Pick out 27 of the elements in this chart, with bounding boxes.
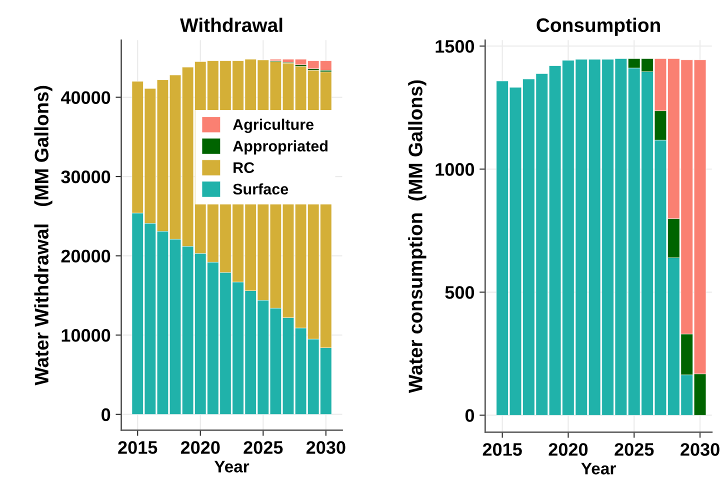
x-axis-title: Year — [581, 462, 616, 474]
y-tick-label: 500 — [445, 286, 474, 299]
legend-label: Appropriated — [232, 140, 328, 155]
x-tick-label: 2020 — [180, 441, 220, 454]
y-tick-label: 10000 — [62, 329, 110, 342]
y-axis-title: Water consumption (MM Gallons) — [408, 80, 426, 393]
x-tick-label: 2025 — [614, 443, 654, 456]
y-axis-title: Water Withdrawal (MM Gallons) — [34, 86, 52, 386]
x-tick-label: 2015 — [118, 441, 158, 454]
legend-label: RC — [234, 162, 254, 174]
y-tick-label: 1500 — [436, 40, 474, 53]
y-tick-label: 1000 — [436, 163, 474, 176]
x-tick-label: 2020 — [548, 443, 588, 456]
x-tick-label: 2015 — [482, 443, 522, 456]
x-tick-label: 2030 — [306, 441, 346, 454]
y-tick-label: 30000 — [61, 170, 110, 184]
chart-title: Consumption — [536, 18, 660, 36]
y-tick-label: 0 — [102, 408, 110, 422]
x-tick-label: 2030 — [680, 443, 720, 456]
chart-title: Withdrawal — [180, 18, 282, 32]
x-tick-label: 2025 — [244, 441, 283, 454]
legend-label: Agriculture — [232, 118, 314, 134]
x-axis-title: Year — [214, 460, 250, 472]
y-tick-label: 20000 — [61, 250, 110, 263]
y-tick-label: 0 — [465, 409, 474, 422]
y-tick-label: 40000 — [60, 91, 110, 104]
legend-label: Surface — [233, 183, 288, 195]
